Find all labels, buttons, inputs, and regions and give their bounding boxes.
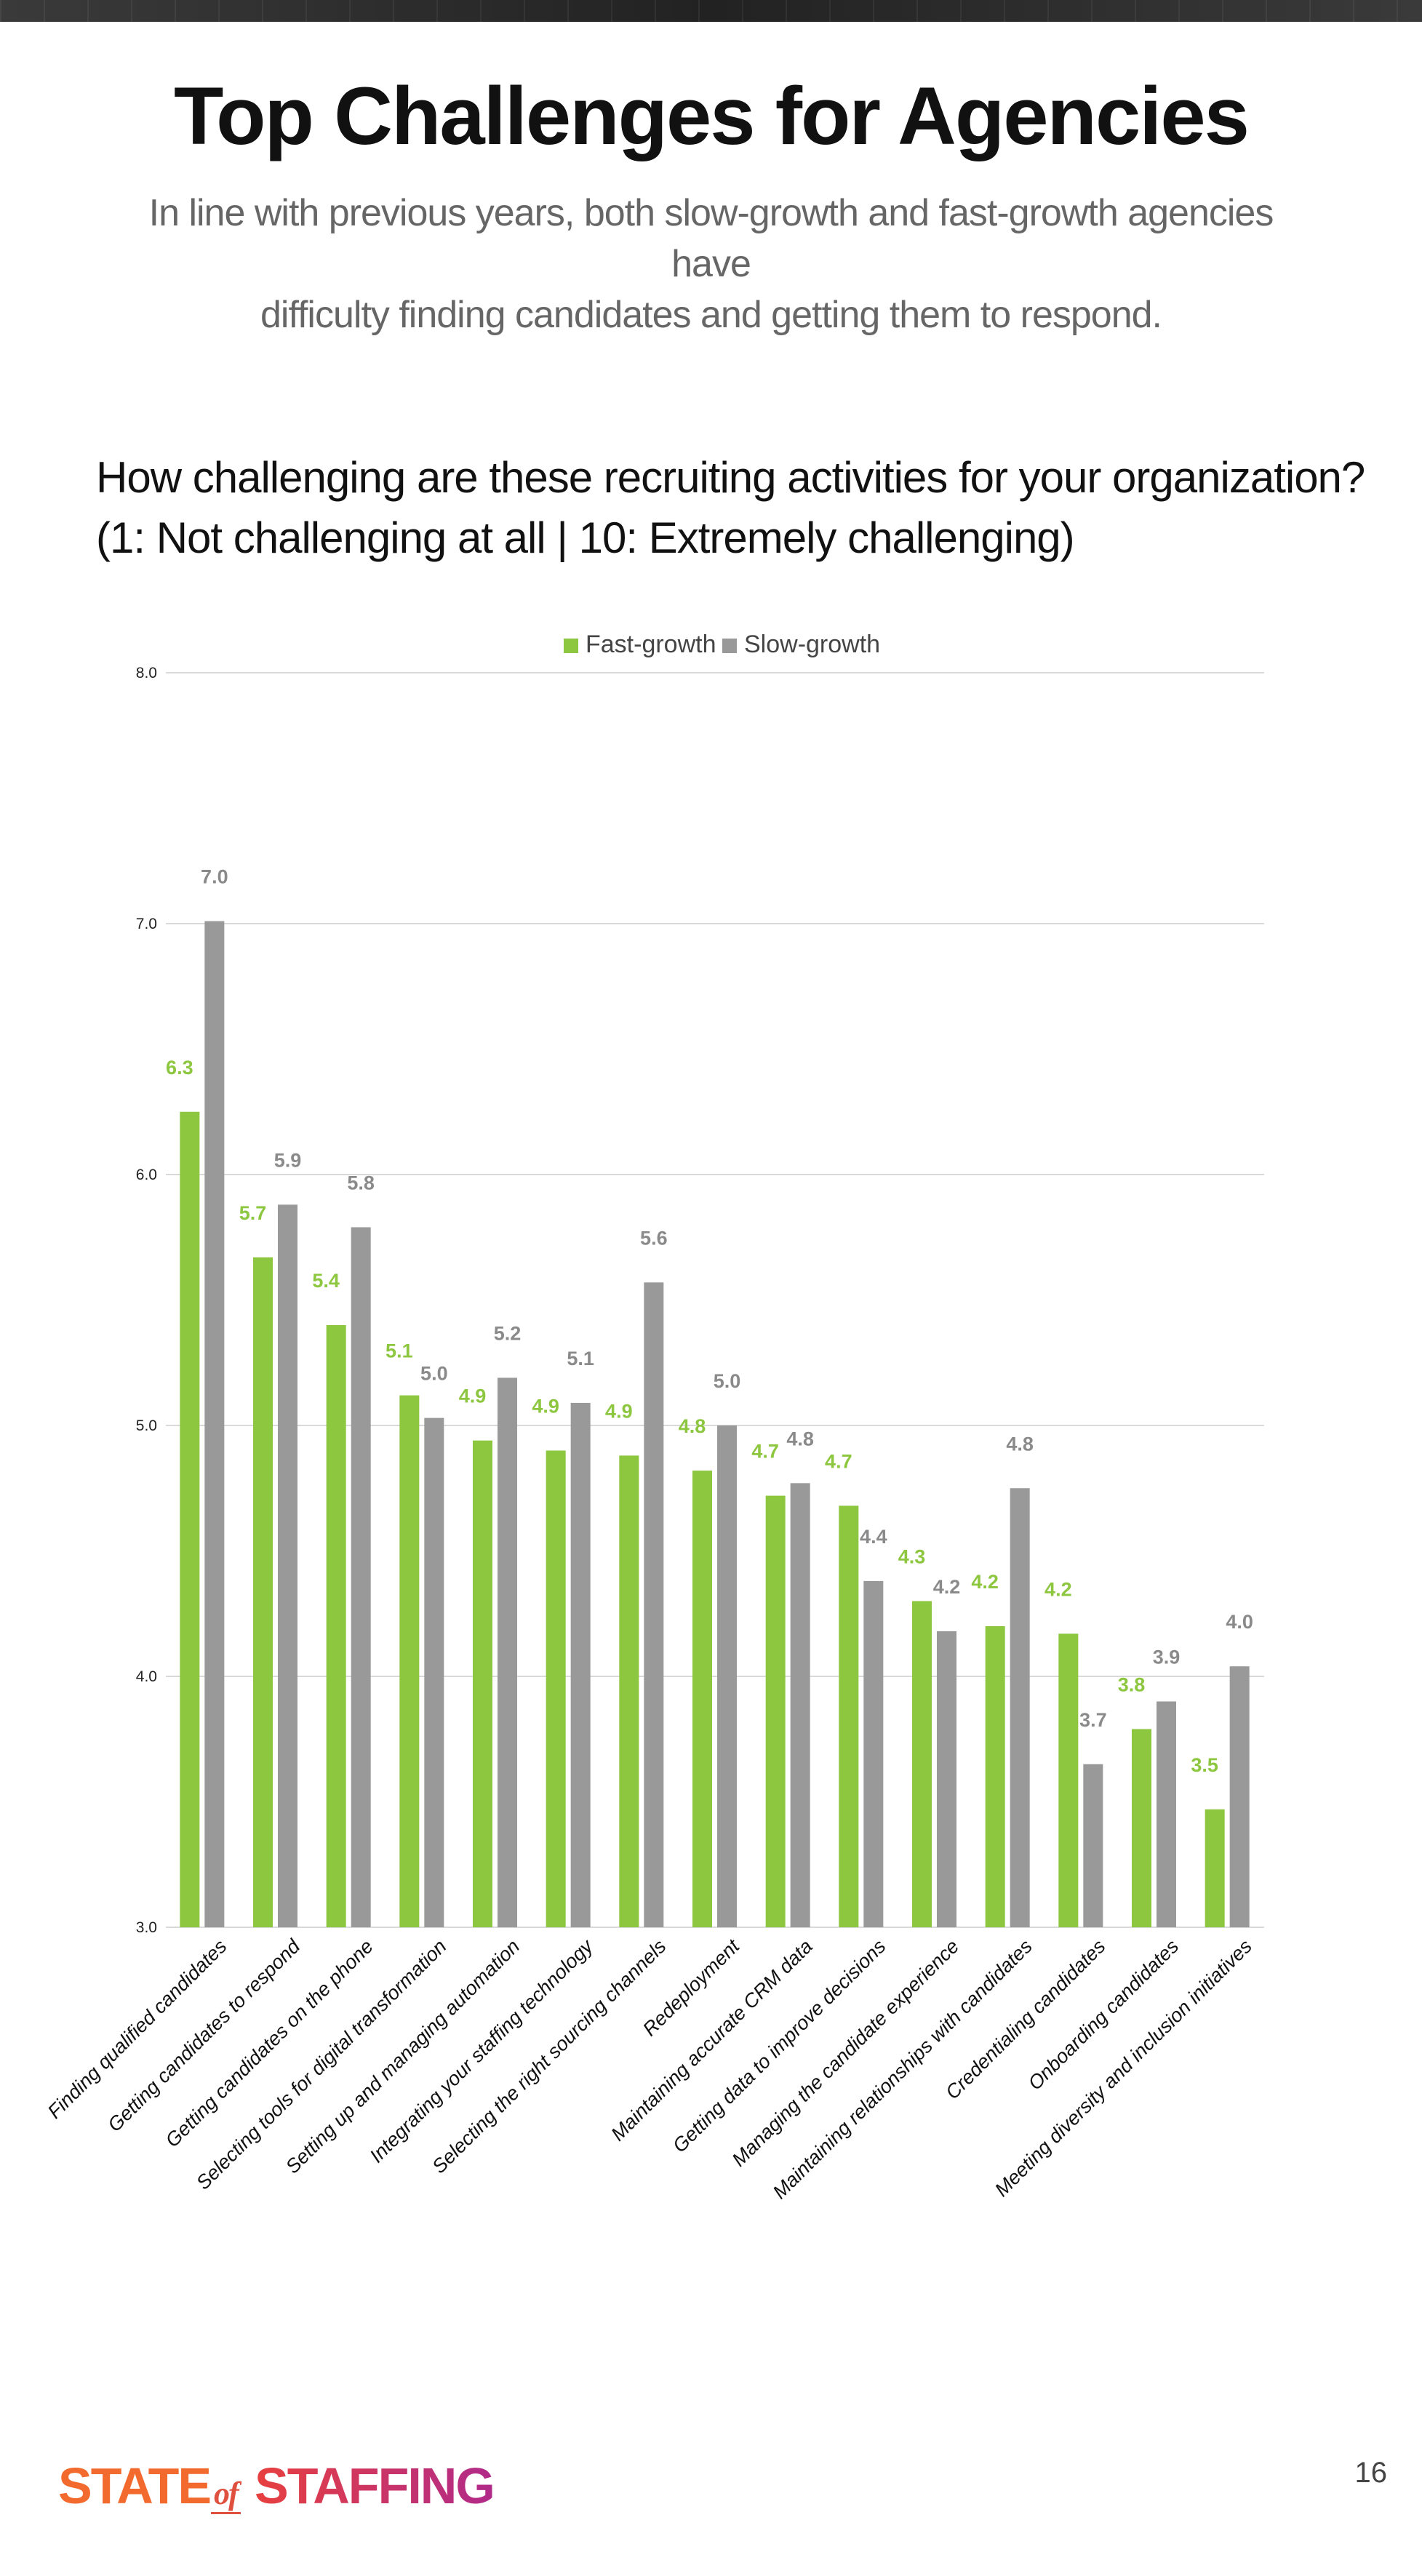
data-label-slow-growth: 5.9 — [274, 1149, 302, 1171]
data-label-fast-growth: 4.3 — [898, 1546, 926, 1568]
data-label-fast-growth: 4.7 — [825, 1450, 852, 1472]
bar-slow-growth — [717, 1425, 737, 1927]
bar-fast-growth — [326, 1325, 346, 1927]
data-label-fast-growth: 5.4 — [312, 1270, 340, 1292]
bar-fast-growth — [1058, 1633, 1079, 1927]
bar-slow-growth — [570, 1402, 591, 1927]
y-tick-label: 5.0 — [136, 1417, 157, 1434]
legend: Fast-growth Slow-growth — [564, 631, 880, 658]
bar-slow-growth — [278, 1204, 297, 1927]
logo-staffing-text: STAFFING — [255, 2457, 495, 2514]
x-tick-label: Selecting tools for digital transformati… — [192, 1935, 450, 2193]
bar-fast-growth — [692, 1471, 712, 1927]
data-label-slow-growth: 4.0 — [1226, 1611, 1253, 1633]
bar-fast-growth — [839, 1505, 859, 1927]
bar-slow-growth — [1083, 1764, 1103, 1927]
subtitle-line-1: In line with previous years, both slow-g… — [148, 192, 1274, 285]
bar-slow-growth — [424, 1417, 444, 1927]
data-label-fast-growth: 4.9 — [532, 1396, 559, 1417]
data-label-slow-growth: 3.9 — [1153, 1647, 1181, 1668]
y-tick-label: 8.0 — [136, 665, 157, 681]
x-tick-label: Onboarding candidates — [1024, 1935, 1183, 2095]
bar-slow-growth — [644, 1282, 664, 1927]
bar-slow-growth — [937, 1631, 956, 1927]
legend-label-slow-growth: Slow-growth — [744, 631, 880, 658]
x-tick-label: Maintaining relationships with candidate… — [769, 1935, 1036, 2203]
bar-fast-growth — [985, 1626, 1005, 1927]
x-tick-label: Meeting diversity and inclusion initiati… — [991, 1935, 1256, 2201]
data-label-fast-growth: 4.8 — [679, 1415, 706, 1437]
bar-chart: 3.0 4.0 5.0 6.0 7.0 8.0 6.3 7.0 5.7 5.9 5.4 5.8 5.1… — [44, 631, 1264, 2203]
survey-scale-note: (1: Not challenging at all | 10: Extreme… — [96, 513, 1075, 562]
bar-fast-growth — [619, 1455, 639, 1927]
data-label-slow-growth: 4.2 — [933, 1576, 961, 1598]
data-label-fast-growth: 3.8 — [1118, 1673, 1146, 1695]
data-labels: 6.3 7.0 5.7 5.9 5.4 5.8 5.1 5.0 4.9 5.2 4.9 5.1 4.9 5… — [166, 866, 1253, 1776]
bar-slow-growth — [498, 1377, 517, 1927]
page-number: 16 — [1354, 2457, 1388, 2489]
bar-fast-growth — [180, 1111, 200, 1927]
bar-fast-growth — [546, 1450, 566, 1927]
bar-fast-growth — [399, 1395, 420, 1927]
data-label-slow-growth: 5.6 — [640, 1227, 668, 1249]
data-label-slow-growth: 4.8 — [1006, 1433, 1034, 1455]
bar-slow-growth — [790, 1483, 810, 1927]
data-label-slow-growth: 3.7 — [1079, 1709, 1107, 1731]
bar-fast-growth — [1205, 1809, 1225, 1927]
data-label-fast-growth: 6.3 — [166, 1057, 193, 1079]
data-label-slow-growth: 7.0 — [201, 866, 228, 888]
bar-fast-growth — [765, 1495, 786, 1927]
survey-question: How challenging are these recruiting act… — [96, 453, 1365, 502]
bar-fast-growth — [253, 1257, 273, 1927]
page-title: Top Challenges for Agencies — [174, 71, 1250, 161]
y-tick-label: 6.0 — [136, 1167, 157, 1183]
bar-slow-growth — [1010, 1488, 1030, 1927]
y-tick-label: 3.0 — [136, 1919, 157, 1936]
data-label-fast-growth: 5.1 — [386, 1340, 413, 1362]
bar-fast-growth — [473, 1440, 492, 1927]
data-label-slow-growth: 5.0 — [420, 1363, 448, 1385]
top-decorative-bar — [0, 0, 1422, 22]
bar-fast-growth — [912, 1601, 932, 1927]
data-label-slow-growth: 5.1 — [567, 1348, 594, 1369]
data-label-fast-growth: 4.9 — [605, 1400, 633, 1422]
data-label-slow-growth: 5.8 — [347, 1172, 375, 1193]
gridlines — [166, 672, 1264, 1928]
legend-label-fast-growth: Fast-growth — [586, 631, 716, 658]
bar-slow-growth — [1229, 1666, 1250, 1927]
bar-slow-growth — [863, 1580, 884, 1927]
data-label-fast-growth: 4.2 — [971, 1571, 999, 1593]
y-tick-label: 7.0 — [136, 916, 157, 932]
y-axis-ticks: 3.0 4.0 5.0 6.0 7.0 8.0 — [136, 665, 157, 1936]
data-label-fast-growth: 5.7 — [239, 1202, 267, 1224]
logo-state-text: STATE — [58, 2457, 212, 2514]
data-label-slow-growth: 5.0 — [714, 1370, 741, 1392]
subtitle-line-2: difficulty finding candidates and gettin… — [260, 294, 1162, 336]
data-label-slow-growth: 5.2 — [494, 1322, 522, 1344]
bar-fast-growth — [1132, 1729, 1151, 1927]
legend-swatch-slow-growth — [722, 639, 737, 653]
bar-slow-growth — [351, 1227, 371, 1927]
legend-swatch-fast-growth — [564, 639, 578, 653]
page-subtitle: In line with previous years, both slow-g… — [145, 188, 1277, 340]
data-label-fast-growth: 4.7 — [751, 1441, 779, 1463]
data-label-slow-growth: 4.4 — [860, 1526, 887, 1548]
data-label-fast-growth: 4.2 — [1044, 1578, 1072, 1600]
data-label-fast-growth: 4.9 — [459, 1385, 487, 1407]
data-label-slow-growth: 4.8 — [786, 1428, 814, 1449]
bars — [180, 921, 1250, 1927]
data-label-fast-growth: 3.5 — [1191, 1754, 1218, 1776]
y-tick-label: 4.0 — [136, 1668, 157, 1685]
bar-slow-growth — [204, 921, 225, 1927]
logo-of-text: of — [211, 2475, 241, 2514]
bar-slow-growth — [1157, 1701, 1176, 1927]
